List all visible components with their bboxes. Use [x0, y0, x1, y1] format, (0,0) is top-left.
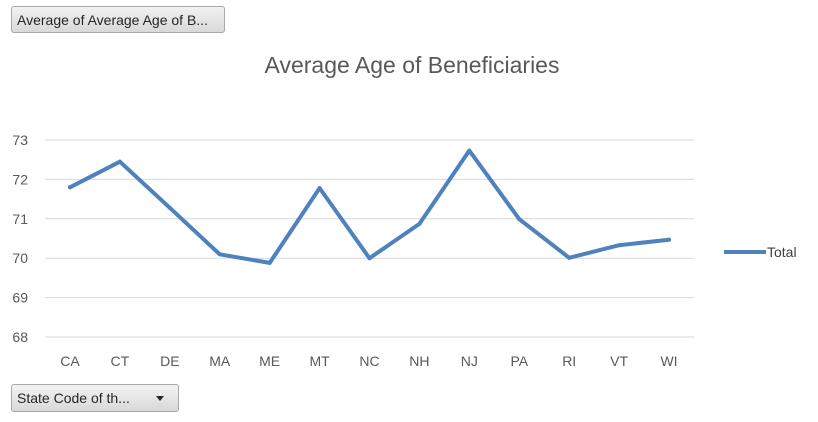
x-tick-label: MA	[209, 353, 231, 369]
series-line-total	[68, 148, 671, 265]
y-tick-label: 70	[12, 250, 28, 266]
y-tick-label: 69	[12, 290, 28, 306]
data-point	[517, 217, 522, 222]
y-tick-label: 73	[12, 132, 28, 148]
x-tick-label: MT	[309, 353, 330, 369]
x-tick-label: NJ	[461, 353, 478, 369]
series-group	[67, 148, 672, 265]
axis-field-label: State Code of th...	[17, 390, 130, 406]
x-tick-label: CT	[111, 353, 130, 369]
data-point	[67, 185, 72, 190]
y-tick-label: 68	[12, 329, 28, 345]
x-axis-ticks: CA CT DE MA ME MT NC NH NJ PA RI VT WI	[60, 353, 677, 369]
axis-field-button[interactable]: State Code of th...	[11, 384, 179, 412]
data-point	[567, 255, 572, 260]
x-tick-label: ME	[259, 353, 280, 369]
x-tick-label: CA	[60, 353, 80, 369]
y-axis-ticks: 68 69 70 71 72 73	[12, 132, 28, 345]
data-point	[167, 205, 172, 210]
value-field-label: Average of Average Age of B...	[17, 11, 208, 28]
data-point	[267, 260, 272, 265]
value-field-button[interactable]: Average of Average Age of B...	[11, 6, 225, 33]
x-tick-label: WI	[660, 353, 677, 369]
x-tick-label: VT	[610, 353, 628, 369]
x-tick-label: RI	[562, 353, 576, 369]
x-tick-label: NH	[409, 353, 429, 369]
x-tick-label: DE	[160, 353, 179, 369]
data-point	[617, 243, 622, 248]
data-point	[467, 148, 472, 153]
y-tick-label: 72	[12, 171, 28, 187]
y-tick-label: 71	[12, 211, 28, 227]
data-point	[317, 186, 322, 191]
chart-title: Average Age of Beneficiaries	[265, 52, 560, 78]
x-tick-label: NC	[359, 353, 379, 369]
x-tick-label: PA	[510, 353, 528, 369]
data-point	[117, 159, 122, 164]
data-point	[667, 237, 672, 242]
legend-label-total: Total	[767, 244, 797, 260]
chevron-down-icon[interactable]	[156, 396, 164, 401]
gridlines	[45, 139, 694, 338]
data-point	[417, 221, 422, 226]
data-point	[367, 256, 372, 261]
data-point	[217, 252, 222, 257]
legend: Total	[724, 244, 797, 260]
